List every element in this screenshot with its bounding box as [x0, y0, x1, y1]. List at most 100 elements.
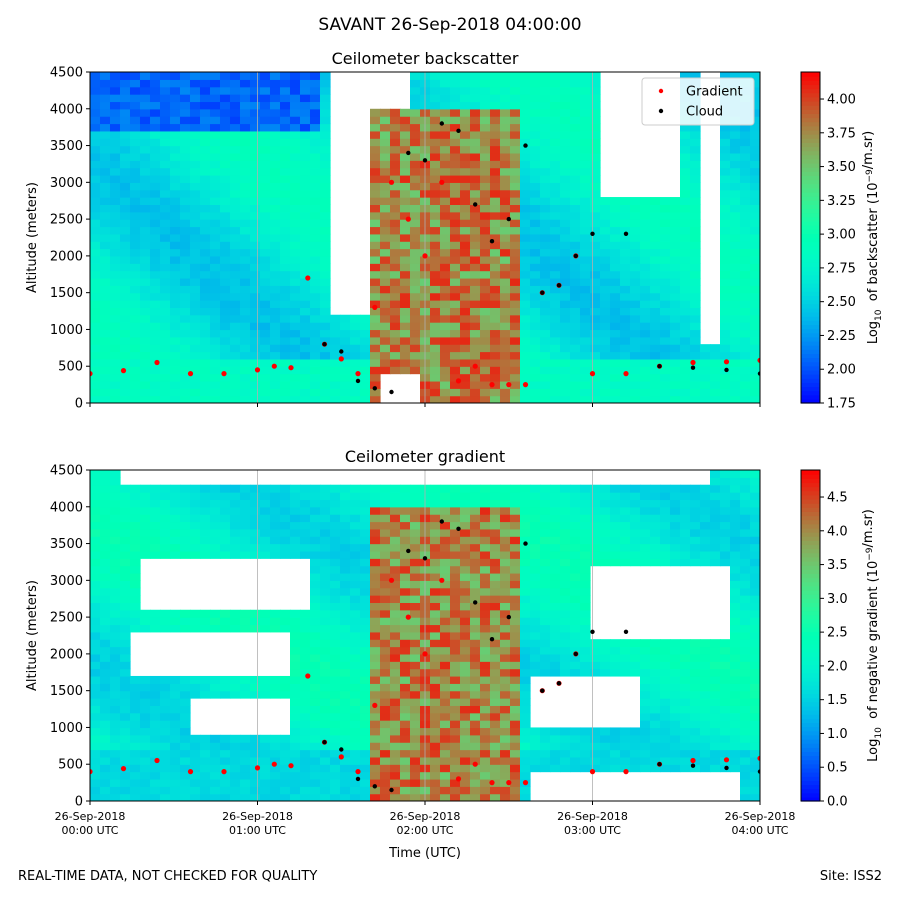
- y-tick-label: 500: [58, 758, 83, 773]
- colorbar-label: Log10 of negative gradient (10−9/m.sr): [861, 509, 884, 762]
- cloud-point: [372, 784, 377, 789]
- y-tick-label: 1000: [50, 721, 83, 736]
- cloud-point: [473, 600, 478, 605]
- cloud-point: [590, 629, 595, 634]
- legend: Gradient Cloud: [641, 77, 755, 126]
- gradient-point: [757, 755, 760, 761]
- gradient-point: [472, 761, 478, 767]
- cloud-point: [690, 763, 696, 768]
- gradient-point: [271, 761, 277, 767]
- x-tick-label: 26-Sep-2018: [390, 810, 461, 823]
- x-tick-label: 26-Sep-2018: [55, 810, 126, 823]
- colorbar: 1.75 2.00 2.25 2.50 2.75 3.00 3.25 3.50 3.75 4.00: [800, 71, 856, 412]
- cloud-point: [489, 239, 495, 244]
- x-tick-label: 00:00 UTC: [61, 824, 118, 837]
- gradient-point: [254, 367, 261, 373]
- x-tick-label: 26-Sep-2018: [557, 810, 628, 823]
- cloud-point: [506, 614, 511, 620]
- y-tick-label: 2000: [50, 249, 83, 264]
- y-axis-label: Altitude (meters): [25, 182, 40, 293]
- y-tick-label: 4500: [50, 464, 83, 479]
- legend-marker: [658, 88, 664, 94]
- gradient-point: [388, 179, 395, 185]
- cloud-point: [456, 128, 461, 133]
- gradient-point: [305, 275, 311, 281]
- chart-panel-1: 0 500 1000 1500 2000 2500 3000 3500 4000 4500 Ceil…: [25, 49, 856, 412]
- gradient-point: [288, 365, 294, 371]
- gradient-point: [271, 363, 277, 369]
- y-tick-label: 1500: [50, 286, 83, 301]
- gradient-point: [506, 382, 512, 388]
- y-tick-label: 1500: [50, 684, 83, 699]
- colorbar-tick-label: 3.25: [827, 194, 856, 209]
- gradient-point: [355, 769, 361, 775]
- cloud-point: [690, 365, 696, 370]
- gradient-point: [489, 382, 495, 388]
- y-tick-label: 3000: [50, 176, 83, 191]
- colorbar-tick-label: 4.00: [827, 93, 856, 108]
- y-tick-label: 0: [75, 397, 83, 412]
- cloud-point: [657, 762, 662, 767]
- gradient-point: [187, 769, 194, 775]
- y-tick-label: 4000: [50, 500, 83, 515]
- colorbar-tick-label: 2.5: [827, 626, 848, 641]
- gradient-point: [90, 371, 93, 377]
- colorbar-tick-label: 3.0: [827, 592, 848, 607]
- cloud-point: [339, 747, 344, 752]
- x-tick-label: 03:00 UTC: [564, 824, 621, 837]
- gradient-point: [120, 368, 127, 374]
- gradient-point: [506, 780, 512, 786]
- cloud-point: [540, 688, 545, 693]
- gradient-point: [221, 769, 227, 775]
- y-axis-label: Altitude (meters): [25, 580, 40, 691]
- cloud-point: [573, 253, 578, 259]
- cloud-point: [439, 121, 444, 126]
- x-tick-label: 02:00 UTC: [396, 824, 453, 837]
- cloud-point: [473, 202, 478, 207]
- gradient-point: [422, 253, 428, 259]
- x-tick-label: 26-Sep-2018: [222, 810, 293, 823]
- colorbar-tick-label: 2.25: [827, 329, 856, 344]
- cloud-point: [757, 769, 760, 774]
- cloud-point: [556, 283, 562, 288]
- colorbar-tick-label: 4.5: [827, 491, 848, 506]
- heatmap-field: [90, 470, 760, 801]
- legend-marker: [658, 108, 664, 114]
- colorbar-tick-label: 0.0: [827, 795, 848, 810]
- gradient-point: [522, 382, 529, 388]
- cloud-point: [506, 216, 511, 222]
- y-tick-label: 3500: [50, 139, 83, 154]
- cloud-point: [422, 556, 428, 561]
- gradient-point: [90, 769, 93, 775]
- cloud-point: [322, 342, 327, 347]
- cloud-point: [573, 651, 578, 657]
- cloud-point: [456, 526, 461, 531]
- cloud-point: [724, 367, 729, 373]
- cloud-point: [355, 776, 361, 782]
- y-tick-label: 0: [75, 795, 83, 810]
- y-tick-label: 1000: [50, 323, 83, 338]
- x-axis-label: Time (UTC): [388, 846, 461, 861]
- y-tick-label: 500: [58, 360, 83, 375]
- gradient-point: [388, 577, 395, 583]
- gradient-point: [455, 378, 462, 384]
- gradient-point: [439, 179, 445, 185]
- colorbar-label: Log10 of backscatter (10−9/m.sr): [861, 131, 884, 344]
- cloud-point: [389, 787, 394, 793]
- colorbar-tick-label: 3.50: [827, 160, 856, 175]
- cloud-point: [757, 371, 760, 376]
- gradient-point: [355, 371, 361, 377]
- colorbar-tick-label: 0.5: [827, 761, 848, 776]
- y-tick-label: 3500: [50, 537, 83, 552]
- colorbar-tick-label: 1.75: [827, 397, 856, 412]
- figure-title: SAVANT 26-Sep-2018 04:00:00: [318, 15, 582, 35]
- y-tick-label: 3000: [50, 574, 83, 589]
- gradient-point: [589, 371, 596, 377]
- site-label: Site: ISS2: [819, 869, 882, 884]
- cloud-point: [540, 290, 545, 295]
- cloud-point: [372, 386, 377, 391]
- colorbar-tick-label: 1.5: [827, 693, 848, 708]
- gradient-point: [254, 765, 261, 771]
